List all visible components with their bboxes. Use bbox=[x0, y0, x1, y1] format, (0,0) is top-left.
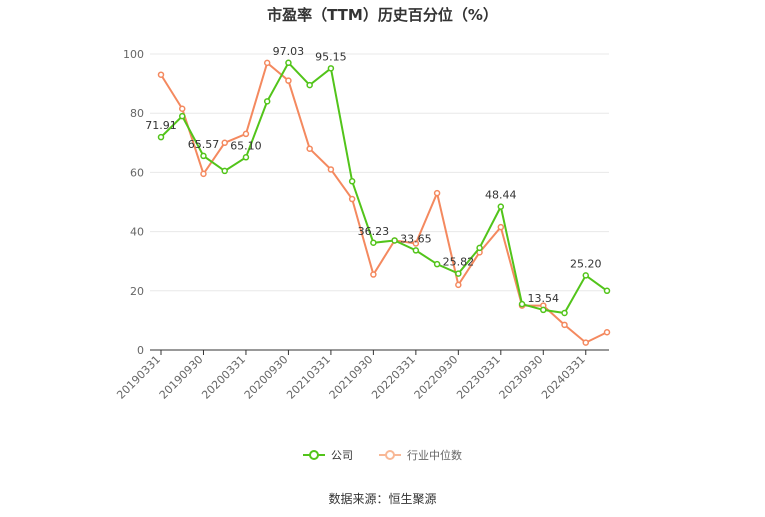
x-tick-label: 20190331 bbox=[114, 353, 163, 402]
y-tick-label: 100 bbox=[123, 48, 144, 61]
data-label: 36.23 bbox=[358, 225, 390, 238]
data-point bbox=[348, 195, 356, 203]
data-point bbox=[348, 178, 356, 185]
data-point bbox=[497, 203, 505, 210]
data-point bbox=[603, 328, 611, 336]
data-label: 71.91 bbox=[145, 119, 177, 132]
legend-item-1[interactable]: 行业中位数 bbox=[379, 447, 462, 463]
data-label: 25.82 bbox=[443, 256, 475, 269]
data-point bbox=[263, 98, 271, 105]
data-label: 97.03 bbox=[273, 45, 305, 58]
data-point bbox=[327, 166, 335, 173]
data-point bbox=[518, 300, 526, 308]
legend: 公司 行业中位数 bbox=[0, 447, 765, 463]
data-point bbox=[433, 189, 441, 197]
data-point bbox=[242, 130, 250, 138]
data-label: 95.15 bbox=[315, 50, 347, 63]
data-point bbox=[285, 59, 292, 67]
data-point bbox=[157, 133, 165, 141]
data-point bbox=[455, 270, 462, 277]
data-point bbox=[603, 287, 611, 295]
data-label: 25.20 bbox=[570, 257, 602, 270]
x-tick-label: 20230930 bbox=[497, 353, 546, 402]
data-point bbox=[412, 240, 420, 247]
x-tick-label: 20200331 bbox=[199, 353, 248, 402]
legend-label: 行业中位数 bbox=[407, 449, 462, 462]
data-point bbox=[221, 167, 228, 175]
x-tick-label: 20220930 bbox=[412, 353, 461, 402]
data-source: 数据来源：恒生聚源 bbox=[328, 492, 437, 506]
data-point bbox=[178, 105, 186, 113]
x-tick-label: 20230331 bbox=[454, 353, 503, 402]
data-label: 33.65 bbox=[400, 232, 432, 245]
data-point bbox=[221, 139, 228, 147]
data-point bbox=[540, 306, 547, 314]
y-tick-label: 80 bbox=[130, 107, 144, 120]
legend-label: 公司 bbox=[331, 449, 353, 462]
x-tick-label: 20210331 bbox=[284, 353, 333, 402]
data-point bbox=[561, 309, 568, 317]
data-point bbox=[178, 112, 186, 120]
data-point bbox=[285, 77, 292, 84]
data-point bbox=[561, 321, 568, 329]
data-label: 13.54 bbox=[528, 292, 560, 305]
series-line-0 bbox=[160, 61, 608, 315]
data-point bbox=[582, 272, 590, 279]
y-tick-label: 0 bbox=[137, 344, 144, 357]
data-point bbox=[200, 170, 207, 178]
y-tick-label: 40 bbox=[130, 226, 144, 239]
data-point bbox=[306, 81, 313, 89]
data-point bbox=[306, 145, 313, 152]
legend-swatch-icon bbox=[303, 450, 325, 460]
data-point bbox=[242, 154, 250, 161]
data-point bbox=[327, 65, 335, 72]
chart-title: 市盈率（TTM）历史百分位（%） bbox=[267, 6, 498, 24]
x-tick-label: 20210930 bbox=[327, 353, 376, 402]
data-point bbox=[476, 244, 483, 252]
data-point bbox=[582, 339, 590, 346]
data-point bbox=[412, 247, 420, 254]
data-point bbox=[370, 239, 377, 247]
data-label: 65.57 bbox=[188, 138, 220, 151]
legend-item-0[interactable]: 公司 bbox=[303, 447, 353, 463]
data-point bbox=[370, 271, 377, 278]
data-label: 48.44 bbox=[485, 189, 517, 202]
x-tick-label: 20190930 bbox=[157, 353, 206, 402]
data-label: 65.10 bbox=[230, 139, 262, 152]
y-tick-label: 60 bbox=[130, 166, 144, 179]
x-tick-label: 20200930 bbox=[242, 353, 291, 402]
series-line-1 bbox=[160, 61, 608, 344]
line-chart: 0 20 40 60 80 100 2019033120190930202003312020… bbox=[114, 45, 611, 402]
data-point bbox=[455, 281, 462, 289]
y-tick-label: 20 bbox=[130, 285, 144, 298]
data-point bbox=[157, 71, 165, 78]
x-tick-label: 20240331 bbox=[539, 353, 588, 402]
data-point bbox=[391, 237, 398, 244]
data-point bbox=[263, 59, 271, 67]
data-point bbox=[200, 152, 207, 160]
legend-swatch-icon bbox=[379, 450, 401, 460]
data-point bbox=[433, 260, 441, 268]
x-tick-label: 20220331 bbox=[369, 353, 418, 402]
data-point bbox=[497, 223, 505, 231]
